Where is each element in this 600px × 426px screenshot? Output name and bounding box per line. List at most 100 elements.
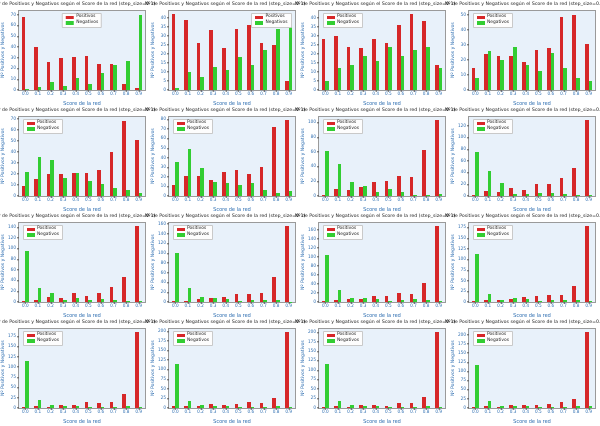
y-tick-mark	[466, 137, 469, 138]
bar-negativos	[588, 406, 593, 408]
bar-negativos	[438, 407, 443, 408]
y-tick-mark	[466, 44, 469, 46]
legend-entry: Negativos	[476, 126, 509, 132]
x-tick-label: 0.5	[234, 90, 242, 96]
x-tick-mark	[362, 302, 364, 304]
y-tick-mark	[466, 301, 469, 303]
bar-group	[395, 117, 408, 196]
y-tick-label: 175	[8, 333, 16, 339]
bar-group	[169, 223, 182, 302]
y-tick-label: 150	[308, 348, 316, 354]
bar-negativos	[413, 50, 418, 90]
x-tick-label: 0.2	[347, 90, 354, 96]
x-tick-mark	[100, 408, 102, 410]
bar-group	[357, 223, 370, 302]
bar-positivos	[135, 139, 139, 196]
bar-group	[120, 11, 133, 90]
bar-negativos	[350, 182, 355, 196]
x-tick-label: 0.3	[359, 302, 367, 308]
legend-label: Positivos	[487, 226, 507, 231]
x-tick-mark	[575, 196, 577, 198]
y-tick-mark	[316, 350, 319, 352]
bar-negativos	[563, 406, 568, 408]
y-tick-label: 120	[8, 234, 16, 240]
bar-negativos	[325, 364, 329, 408]
bar-positivos	[397, 176, 401, 196]
x-tick-mark	[275, 90, 277, 92]
x-tick-mark	[100, 302, 102, 304]
x-tick-mark	[487, 408, 489, 410]
bar-positivos	[471, 194, 476, 196]
y-tick-mark	[16, 356, 19, 358]
y-tick-label: 150	[8, 343, 16, 349]
bar-negativos	[113, 407, 118, 408]
y-tick-label: 50	[160, 145, 166, 151]
bar-positivos	[21, 16, 26, 90]
x-tick-mark	[125, 408, 127, 410]
x-tick-label: 0.3	[59, 90, 67, 96]
y-tick-label: 0	[13, 298, 16, 304]
bar-positivos	[72, 292, 76, 302]
y-tick-mark	[166, 407, 169, 409]
y-tick-label: 25	[160, 41, 166, 47]
bar-positivos	[384, 43, 389, 90]
x-axis-label: Score de la red	[513, 312, 551, 319]
x-tick-mark	[250, 196, 252, 198]
bar-negativos	[100, 407, 105, 408]
bar-positivos	[397, 24, 401, 90]
bar-negativos	[487, 293, 492, 302]
legend-label: Positivos	[187, 226, 207, 231]
x-tick-mark	[88, 302, 89, 304]
bar-positivos	[184, 175, 188, 196]
bar-negativos	[550, 406, 555, 408]
plot-area: 0 20 40 60 80 100 120 140 160 0.0 0.1 0.2 0.3 0.4 0.5 0…	[158, 221, 296, 307]
y-tick-mark	[16, 237, 19, 239]
bar-negativos	[400, 191, 405, 196]
x-tick-mark	[100, 196, 102, 198]
x-tick-label: 0.2	[47, 408, 54, 414]
y-tick-mark	[166, 147, 169, 149]
x-axis-label: Score de la red	[213, 418, 251, 425]
negativos-swatch	[255, 21, 264, 25]
x-tick-mark	[50, 90, 51, 92]
y-tick-label: 125	[8, 353, 16, 359]
bar-negativos	[426, 194, 430, 196]
bar-negativos	[238, 406, 242, 408]
y-tick-label: 80	[460, 146, 466, 152]
x-tick-label: 0.2	[197, 196, 204, 202]
bar-group	[519, 329, 532, 408]
x-tick-mark	[37, 302, 39, 304]
x-tick-label: 0.6	[97, 196, 105, 202]
bar-group	[169, 117, 182, 196]
bar-negativos	[250, 406, 255, 408]
y-tick-label: 20	[460, 181, 466, 187]
subplot-title: Nº de Positivos y Negativos según el Sco…	[294, 1, 456, 7]
x-tick-label: 0.8	[572, 408, 580, 414]
bar-negativos	[588, 194, 593, 196]
x-tick-label: 0.0	[21, 408, 29, 414]
x-tick-mark	[350, 196, 351, 198]
x-tick-mark	[413, 196, 414, 198]
bar-positivos	[484, 405, 488, 408]
x-tick-label: 0.2	[497, 196, 504, 202]
bar-negativos	[426, 46, 430, 90]
bar-group	[545, 11, 558, 90]
bar-group	[82, 329, 95, 408]
bar-positivos	[285, 332, 289, 408]
bars-layer	[169, 329, 295, 408]
y-tick-mark	[16, 301, 19, 303]
y-tick-mark	[16, 118, 19, 120]
bar-negativos	[213, 406, 217, 408]
x-tick-mark	[75, 90, 76, 92]
bar-negativos	[276, 28, 280, 90]
bar-group	[182, 329, 195, 408]
x-tick-label: 0.8	[572, 90, 580, 96]
bar-positivos	[509, 405, 514, 408]
x-tick-mark	[538, 408, 539, 410]
bar-negativos	[550, 192, 555, 196]
legend: Positivos Negativos	[472, 330, 513, 346]
y-tick-label: 10	[460, 71, 466, 77]
x-tick-label: 0.2	[347, 196, 354, 202]
